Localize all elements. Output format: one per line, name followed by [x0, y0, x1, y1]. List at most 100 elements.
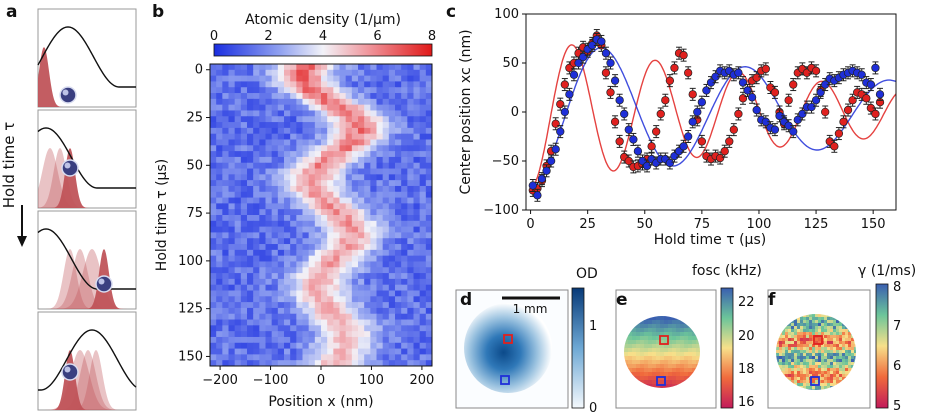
density-cell: [265, 325, 273, 332]
frequency-pixel: [684, 364, 689, 369]
frequency-pixel: [692, 368, 697, 373]
density-cell: [321, 104, 328, 112]
frequency-pixel: [648, 384, 653, 388]
density-cell: [327, 220, 334, 228]
density-cell: [407, 203, 415, 210]
density-cell: [308, 296, 316, 303]
density-cell: [265, 342, 273, 350]
frequency-pixel: [656, 328, 661, 333]
damping-pixel: [794, 371, 798, 375]
damping-pixel: [833, 320, 837, 324]
damping-pixel: [812, 350, 816, 354]
data-point-series-1: [656, 109, 665, 119]
density-cell: [419, 238, 427, 245]
damping-pixel: [836, 320, 840, 324]
damping-pixel: [827, 329, 831, 333]
damping-pixel: [791, 377, 795, 381]
density-cell: [247, 296, 254, 303]
density-cell: [296, 261, 304, 268]
density-cell: [222, 336, 230, 344]
density-cell: [358, 325, 365, 332]
damping-pixel: [827, 359, 831, 363]
density-cell: [265, 296, 273, 303]
density-cell: [222, 185, 230, 193]
density-cell: [395, 156, 402, 164]
frequency-pixel: [652, 336, 657, 341]
density-cell: [228, 360, 236, 366]
density-cell: [339, 255, 347, 263]
frequency-pixel: [672, 364, 677, 369]
density-cell: [314, 122, 322, 129]
damping-pixel: [815, 368, 819, 372]
density-cell: [401, 191, 408, 199]
damping-pixel: [812, 323, 816, 327]
density-cell: [333, 215, 341, 222]
density-cell: [234, 325, 242, 332]
density-cell: [302, 267, 310, 274]
density-cell: [259, 307, 267, 315]
density-cell: [308, 203, 316, 210]
density-cell: [240, 278, 248, 286]
density-cell: [308, 133, 316, 141]
density-cell: [419, 267, 427, 274]
density-cell: [308, 93, 316, 100]
density-cell: [216, 273, 223, 280]
damping-pixel: [818, 371, 822, 375]
density-cell: [370, 93, 378, 100]
density-cell: [296, 284, 304, 292]
density-cell: [240, 156, 248, 164]
density-cell: [314, 232, 322, 239]
density-cell: [210, 133, 217, 141]
data-point-series-2: [542, 166, 551, 175]
density-cell: [277, 98, 285, 106]
damping-pixel: [818, 356, 822, 360]
density-cell: [358, 249, 365, 257]
density-cell: [296, 249, 304, 257]
density-cell: [321, 133, 328, 141]
damping-pixel: [815, 323, 819, 327]
density-cell: [253, 238, 260, 245]
density-cell: [259, 261, 267, 268]
frequency-pixel: [684, 372, 689, 377]
density-cell: [277, 296, 285, 303]
density-cell: [388, 215, 396, 222]
damping-pixel: [797, 338, 801, 342]
damping-pixel: [824, 374, 828, 378]
density-cell: [216, 261, 223, 268]
density-cell: [358, 215, 365, 222]
density-cell: [401, 116, 408, 123]
density-cell: [284, 127, 291, 135]
density-cell: [296, 238, 304, 245]
density-cell: [333, 226, 341, 234]
damping-pixel: [806, 350, 810, 354]
damping-pixel: [812, 347, 816, 351]
frequency-pixel: [644, 380, 649, 385]
density-cell: [265, 244, 273, 251]
density-cell: [253, 93, 260, 100]
density-cell: [339, 238, 347, 245]
density-cell: [333, 360, 341, 366]
density-cell: [277, 348, 285, 355]
density-cell: [321, 325, 328, 332]
density-cell: [234, 133, 242, 141]
density-cell: [419, 151, 427, 158]
density-cell: [425, 273, 432, 280]
damping-pixel: [782, 341, 786, 345]
density-cell: [308, 145, 316, 152]
density-cell: [370, 331, 378, 338]
density-cell: [376, 191, 384, 199]
damping-pixel: [818, 368, 822, 372]
density-cell: [364, 191, 371, 199]
damping-pixel: [836, 353, 840, 357]
damping-pixel: [803, 356, 807, 360]
frequency-pixel: [640, 320, 645, 325]
frequency-pixel: [644, 324, 649, 329]
density-cell: [388, 116, 396, 123]
frequency-pixel: [692, 336, 697, 341]
damping-pixel: [791, 335, 795, 339]
density-cell: [345, 284, 353, 292]
density-cell: [302, 238, 310, 245]
density-cell: [327, 296, 334, 303]
density-cell: [388, 255, 396, 263]
damping-pixel: [806, 356, 810, 360]
